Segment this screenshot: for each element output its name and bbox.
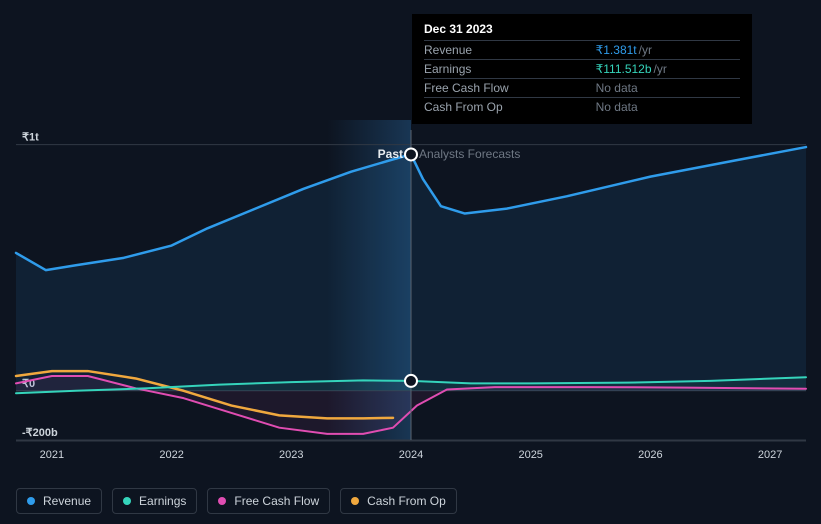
tooltip-row-value: ₹111.512b/yr [596, 60, 740, 79]
tooltip-row-label: Revenue [424, 41, 596, 60]
legend-item-fcf[interactable]: Free Cash Flow [207, 488, 330, 514]
legend-dot-icon [218, 497, 226, 505]
legend: Revenue Earnings Free Cash Flow Cash From O… [16, 488, 457, 514]
svg-text:2025: 2025 [518, 449, 542, 461]
svg-text:2022: 2022 [159, 449, 183, 461]
legend-label: Earnings [139, 494, 186, 508]
legend-label: Free Cash Flow [234, 494, 319, 508]
hover-tooltip: Dec 31 2023 Revenue₹1.381t/yrEarnings₹11… [412, 14, 752, 124]
legend-dot-icon [123, 497, 131, 505]
tooltip-row-value: No data [596, 98, 740, 117]
svg-text:-₹200b: -₹200b [22, 427, 58, 439]
svg-text:2024: 2024 [399, 449, 423, 461]
legend-item-revenue[interactable]: Revenue [16, 488, 102, 514]
svg-text:2027: 2027 [758, 449, 782, 461]
tooltip-row-value: ₹1.381t/yr [596, 41, 740, 60]
tooltip-row-value: No data [596, 79, 740, 98]
legend-label: Cash From Op [367, 494, 446, 508]
svg-text:2021: 2021 [40, 449, 64, 461]
legend-item-cfo[interactable]: Cash From Op [340, 488, 457, 514]
legend-dot-icon [27, 497, 35, 505]
legend-label: Revenue [43, 494, 91, 508]
svg-text:Past: Past [378, 147, 403, 161]
svg-text:2026: 2026 [638, 449, 662, 461]
finance-chart: ₹1t₹0-₹200bPastAnalysts Forecasts2021202… [0, 0, 821, 524]
svg-text:Analysts Forecasts: Analysts Forecasts [419, 147, 520, 161]
legend-dot-icon [351, 497, 359, 505]
tooltip-row-label: Earnings [424, 60, 596, 79]
tooltip-date: Dec 31 2023 [424, 22, 740, 36]
svg-text:2023: 2023 [279, 449, 303, 461]
svg-text:₹1t: ₹1t [22, 132, 39, 144]
legend-item-earnings[interactable]: Earnings [112, 488, 197, 514]
tooltip-row-label: Cash From Op [424, 98, 596, 117]
tooltip-row-label: Free Cash Flow [424, 79, 596, 98]
